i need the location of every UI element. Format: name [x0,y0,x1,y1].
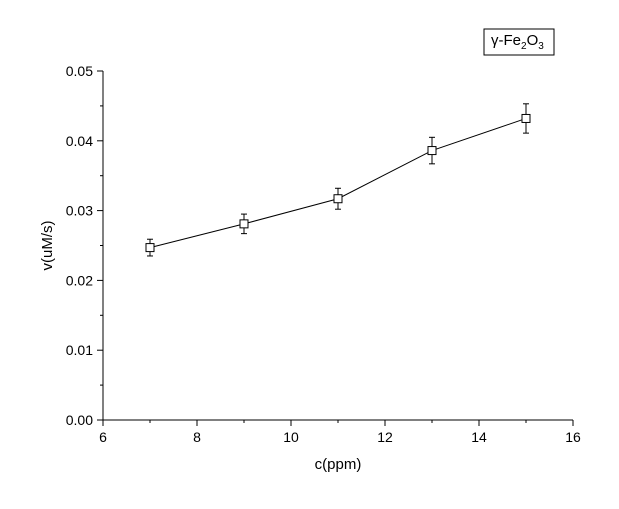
legend-mid: O [527,32,539,49]
y-tick-label: 0.05 [66,63,93,79]
data-point [521,113,531,123]
y-tick-label: 0.04 [66,133,93,149]
legend-prefix: γ-Fe [491,32,521,49]
data-point [145,243,155,253]
x-tick-label: 14 [471,429,487,445]
data-point [333,194,343,204]
y-axis: 0.00 0.01 0.02 0.03 0.04 0.05 [66,63,103,428]
legend-label: γ-Fe2O3 [491,32,544,52]
x-tick-label: 8 [193,429,201,445]
legend-subscript-1: 2 [521,41,527,52]
y-tick-label: 0.03 [66,203,93,219]
data-point [239,219,249,229]
legend-subscript-2: 3 [538,41,544,52]
series-layer [145,103,531,257]
plot-frame [102,71,573,421]
x-tick-label: 12 [377,429,393,445]
y-tick-label: 0.00 [66,412,93,428]
legend: γ-Fe2O3 [483,28,555,56]
x-axis: 6 8 10 12 14 16 [99,420,581,445]
y-axis-title: v(uM/s) [39,221,56,271]
series-line [149,117,527,249]
x-axis-title: c(ppm) [315,456,362,473]
y-tick-label: 0.02 [66,272,93,288]
x-tick-label: 16 [565,429,581,445]
x-tick-label: 10 [283,429,299,445]
legend-box [483,28,555,56]
data-point [427,146,437,156]
x-tick-label: 6 [99,429,107,445]
y-tick-label: 0.01 [66,342,93,358]
